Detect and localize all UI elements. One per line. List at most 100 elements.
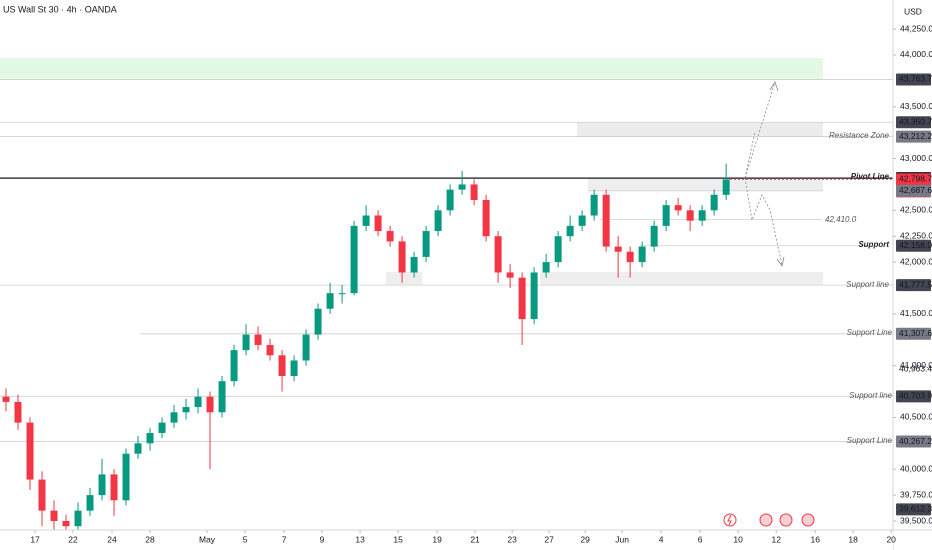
price-box-label: 41,777.5	[899, 279, 932, 289]
zone	[386, 271, 422, 286]
y-tick-label: 40,000.0	[900, 463, 932, 473]
price-box-label: 39,612.3	[899, 504, 932, 514]
price-box-label: 42,798.7	[899, 174, 932, 184]
y-tick-label: 39,500.0	[900, 515, 932, 525]
price-box-label: 43,212.2	[899, 131, 932, 141]
price-box	[896, 130, 931, 143]
price-box	[896, 435, 931, 448]
candle-body	[74, 510, 82, 527]
event-icon[interactable]	[723, 513, 737, 527]
candle-body	[50, 510, 58, 522]
x-tick-label: 9	[320, 534, 325, 544]
x-tick-label: May	[199, 534, 216, 544]
candle-body	[626, 251, 634, 263]
candle-body	[158, 422, 166, 433]
event-icon[interactable]	[759, 513, 773, 527]
x-tick-label: 28	[145, 534, 155, 544]
candle-body	[374, 215, 382, 232]
candle-body	[518, 277, 526, 320]
time-axis	[0, 530, 893, 550]
annotation: Support Line	[847, 436, 893, 445]
candle-body	[110, 474, 118, 501]
x-tick-label: 17	[30, 534, 40, 544]
chart-title: US Wall St 30 · 4h · OANDA	[3, 4, 117, 14]
candle-body	[398, 241, 406, 273]
candle-body	[86, 495, 94, 511]
candle-body	[266, 344, 274, 356]
y-tick-label: 42,250.0	[900, 230, 932, 240]
candle-body	[302, 334, 310, 361]
candle-body	[326, 293, 334, 309]
price-box-label: 43,350.7	[899, 116, 932, 126]
candle-body	[554, 236, 562, 263]
x-tick-label: 18	[848, 534, 858, 544]
x-tick-label: 16	[810, 534, 820, 544]
candle-body	[170, 412, 178, 423]
candle-body	[62, 521, 70, 527]
candle-body	[242, 334, 250, 351]
candle-body	[602, 194, 610, 247]
candle-body	[230, 350, 238, 382]
price-axis	[893, 0, 932, 550]
x-tick-label: Jun	[615, 534, 629, 544]
x-tick-label: 4	[659, 534, 664, 544]
candle-body	[446, 189, 454, 211]
candle-body	[26, 422, 34, 480]
candle-body	[638, 246, 646, 263]
candle-body	[218, 381, 226, 413]
candle-body	[686, 210, 694, 221]
candle-body	[470, 184, 478, 200]
candle-body	[566, 225, 574, 237]
price-box	[896, 239, 931, 252]
y-tick-label: 44,000.0	[900, 49, 932, 59]
price-box	[896, 503, 931, 516]
candle-body	[506, 272, 514, 278]
price-box-label: 40,703.9	[899, 391, 932, 401]
candle-body	[362, 215, 370, 226]
candle-body	[254, 334, 262, 345]
y-tick-label: 42,500.0	[900, 205, 932, 215]
zone	[0, 58, 823, 80]
price-box-label: 43,763.7	[899, 74, 932, 84]
annotation: Support line	[849, 391, 892, 400]
y-tick-label: 44,250.0	[900, 23, 932, 33]
candle-body	[350, 225, 358, 294]
y-tick-label: 41,500.0	[900, 308, 932, 318]
x-tick-label: 20	[886, 534, 896, 544]
candle-body	[122, 453, 130, 501]
candle-body	[206, 396, 214, 413]
candle-body	[182, 407, 190, 413]
annotation: Pivot Line	[851, 172, 890, 181]
annotation: Resistance Zone	[829, 131, 890, 140]
x-tick-label: 22	[68, 534, 78, 544]
arrowhead	[776, 256, 785, 267]
price-box	[896, 116, 931, 129]
candle-body	[14, 401, 22, 423]
price-box-label: 42,158.0	[899, 240, 932, 250]
zone	[540, 271, 823, 286]
candle-body	[278, 355, 286, 377]
annotation: Support line	[846, 280, 889, 289]
x-tick-label: 29	[580, 534, 590, 544]
x-tick-label: 23	[507, 534, 517, 544]
arrowhead	[769, 81, 779, 92]
event-icon[interactable]	[801, 513, 815, 527]
candles	[2, 163, 730, 542]
candle-body	[650, 225, 658, 247]
x-tick-label: 27	[544, 534, 554, 544]
annotation: Support	[858, 240, 889, 249]
x-tick-label: 21	[470, 534, 480, 544]
levels: 42,410.0 Resistance Zone Pivot Line Support…	[0, 79, 893, 445]
x-tick-label: 24	[107, 534, 117, 544]
price-box-label: 40,963.4	[899, 364, 932, 374]
x-tick-label: 15	[393, 534, 403, 544]
candle-body	[458, 184, 466, 190]
candle-body	[98, 474, 106, 496]
candle-body	[530, 272, 538, 320]
y-tick-label: 43,000.0	[900, 153, 932, 163]
event-icon-glyph	[727, 514, 732, 526]
price-box	[896, 327, 931, 340]
candle-body	[434, 210, 442, 232]
zone	[577, 122, 823, 137]
event-icon[interactable]	[779, 513, 793, 527]
